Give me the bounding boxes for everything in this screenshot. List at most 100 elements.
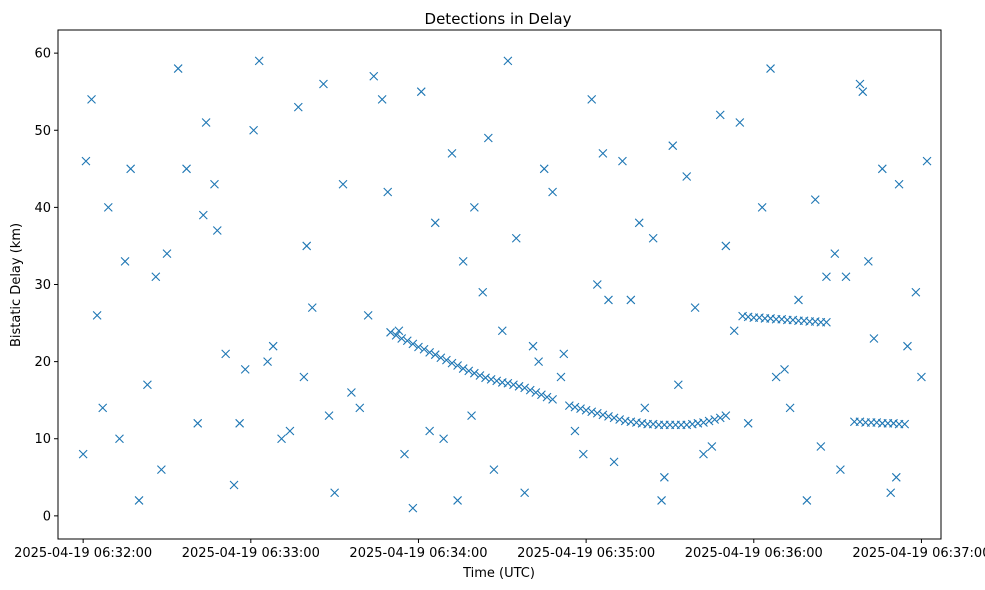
data-point-clutter bbox=[604, 295, 613, 305]
data-point-clutter bbox=[757, 202, 767, 212]
axes-frame bbox=[57, 29, 942, 540]
data-point-target_track bbox=[481, 373, 490, 383]
data-point-clutter bbox=[408, 503, 418, 513]
data-point-target_track bbox=[391, 331, 401, 340]
data-point-clutter bbox=[822, 272, 831, 282]
data-point-clutter bbox=[640, 403, 650, 413]
data-point-clutter bbox=[330, 488, 340, 498]
data-point-clutter bbox=[794, 295, 803, 305]
data-point-clutter bbox=[855, 79, 865, 89]
x-tick-label: 2025-04-19 06:32:00 bbox=[14, 546, 152, 561]
data-point-target_track bbox=[469, 368, 479, 378]
data-point-clutter bbox=[483, 133, 493, 143]
data-point-clutter bbox=[559, 349, 569, 359]
chart-title: Detections in Delay bbox=[425, 10, 572, 28]
data-point-clutter bbox=[307, 303, 317, 313]
data-point-clutter bbox=[268, 341, 278, 351]
data-point-clutter bbox=[657, 496, 666, 505]
data-point-clutter bbox=[570, 426, 580, 436]
data-point-clutter bbox=[743, 418, 753, 428]
data-point-target_track bbox=[414, 342, 423, 352]
data-point-clutter bbox=[659, 472, 669, 482]
data-point-clutter bbox=[891, 472, 901, 482]
data-point-clutter bbox=[324, 411, 334, 420]
data-point-clutter bbox=[841, 272, 851, 282]
data-point-clutter bbox=[383, 187, 393, 197]
data-point-clutter bbox=[511, 233, 521, 243]
data-point-clutter bbox=[534, 357, 544, 367]
data-point-target_track bbox=[564, 401, 574, 410]
x-tick-label: 2025-04-19 06:35:00 bbox=[517, 546, 655, 561]
data-point-clutter bbox=[539, 164, 549, 174]
data-point-target_track bbox=[453, 361, 462, 370]
y-tick-label: 20 bbox=[34, 355, 51, 370]
data-point-target_track bbox=[386, 327, 395, 337]
data-point-clutter bbox=[715, 110, 725, 120]
data-point-clutter bbox=[598, 149, 608, 158]
data-point-clutter bbox=[416, 87, 426, 97]
data-point-clutter bbox=[668, 141, 678, 151]
data-point-clutter bbox=[830, 249, 840, 259]
data-point-clutter bbox=[673, 380, 683, 390]
data-point-clutter bbox=[729, 326, 739, 336]
data-point-clutter bbox=[917, 372, 926, 382]
data-point-clutter bbox=[235, 418, 245, 428]
data-point-clutter bbox=[503, 56, 513, 66]
y-tick-label: 10 bbox=[34, 432, 51, 447]
data-point-target_track bbox=[715, 413, 725, 423]
data-point-clutter bbox=[157, 465, 166, 474]
data-point-clutter bbox=[162, 249, 172, 259]
data-point-clutter bbox=[355, 403, 365, 413]
data-point-target_track bbox=[525, 385, 535, 395]
x-tick-label: 2025-04-19 06:34:00 bbox=[349, 546, 487, 561]
data-point-clutter bbox=[377, 95, 387, 104]
data-point-clutter bbox=[721, 241, 731, 251]
data-point-target_track bbox=[609, 413, 619, 423]
data-point-clutter bbox=[816, 442, 826, 451]
x-axis-label: Time (UTC) bbox=[462, 566, 535, 581]
data-point-clutter bbox=[425, 426, 435, 436]
data-point-clutter bbox=[802, 496, 812, 505]
x-tick-label: 2025-04-19 06:36:00 bbox=[685, 546, 823, 561]
data-point-target_track bbox=[542, 392, 552, 402]
data-point-clutter bbox=[151, 272, 161, 282]
data-point-clutter bbox=[458, 256, 468, 266]
data-point-clutter bbox=[120, 256, 130, 266]
data-point-clutter bbox=[903, 341, 912, 351]
data-markers bbox=[78, 56, 932, 513]
data-point-target_track bbox=[425, 347, 435, 357]
data-point-clutter bbox=[836, 465, 845, 474]
data-point-clutter bbox=[556, 372, 566, 382]
data-point-clutter bbox=[886, 488, 896, 498]
data-point-target_track bbox=[531, 388, 541, 397]
data-point-clutter bbox=[735, 118, 745, 127]
data-point-target_track bbox=[442, 355, 451, 365]
y-axis-ticks: 0 10 20 30 40 50 60 bbox=[34, 47, 58, 524]
data-point-clutter bbox=[182, 164, 191, 174]
data-point-clutter bbox=[394, 326, 404, 336]
data-point-clutter bbox=[369, 71, 379, 81]
data-point-target_track bbox=[570, 402, 580, 412]
data-point-target_track bbox=[458, 364, 468, 373]
data-point-clutter bbox=[302, 241, 312, 251]
data-point-target_track bbox=[514, 381, 524, 391]
data-point-clutter bbox=[858, 87, 868, 97]
data-point-target_track bbox=[408, 339, 418, 349]
data-point-clutter bbox=[263, 357, 272, 367]
data-point-clutter bbox=[338, 179, 348, 189]
data-point-target_track bbox=[509, 380, 518, 390]
data-point-clutter bbox=[193, 418, 203, 428]
data-point-clutter bbox=[578, 449, 588, 459]
data-point-clutter bbox=[467, 411, 476, 420]
data-point-target_track bbox=[492, 376, 502, 386]
y-tick-label: 30 bbox=[34, 278, 51, 293]
data-point-target_track bbox=[604, 411, 613, 421]
data-point-clutter bbox=[922, 156, 932, 166]
data-point-target_track bbox=[576, 404, 585, 414]
data-point-clutter bbox=[911, 287, 921, 297]
data-point-target_track bbox=[704, 416, 714, 426]
data-point-clutter bbox=[201, 118, 211, 127]
data-point-clutter bbox=[771, 372, 781, 382]
data-point-target_track bbox=[402, 336, 412, 346]
data-point-clutter bbox=[198, 210, 208, 220]
